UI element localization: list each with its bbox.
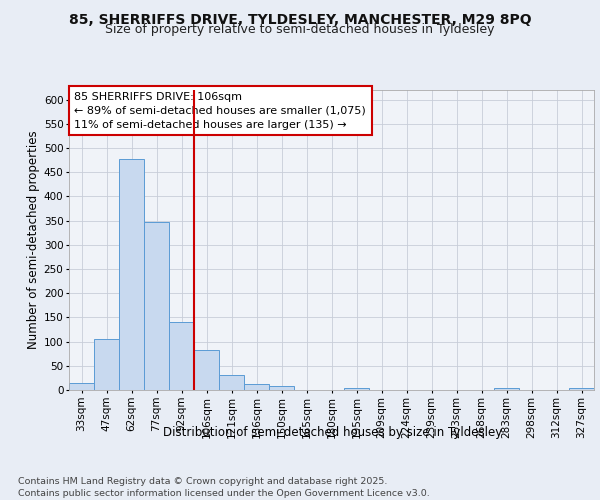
Bar <box>344 388 369 390</box>
Bar <box>494 388 519 390</box>
Bar <box>169 322 194 390</box>
Text: Contains HM Land Registry data © Crown copyright and database right 2025.
Contai: Contains HM Land Registry data © Crown c… <box>18 476 430 498</box>
Bar <box>94 339 119 390</box>
Text: 85 SHERRIFFS DRIVE: 106sqm
← 89% of semi-detached houses are smaller (1,075)
11%: 85 SHERRIFFS DRIVE: 106sqm ← 89% of semi… <box>74 92 366 130</box>
Bar <box>244 384 269 390</box>
Bar <box>69 382 94 390</box>
Text: Size of property relative to semi-detached houses in Tyldesley: Size of property relative to semi-detach… <box>105 22 495 36</box>
Bar <box>569 388 594 390</box>
Bar <box>269 386 294 390</box>
Bar <box>194 350 219 390</box>
Bar <box>144 222 169 390</box>
Y-axis label: Number of semi-detached properties: Number of semi-detached properties <box>26 130 40 350</box>
Bar <box>219 376 244 390</box>
Bar <box>119 158 144 390</box>
Text: Distribution of semi-detached houses by size in Tyldesley: Distribution of semi-detached houses by … <box>163 426 503 439</box>
Text: 85, SHERRIFFS DRIVE, TYLDESLEY, MANCHESTER, M29 8PQ: 85, SHERRIFFS DRIVE, TYLDESLEY, MANCHEST… <box>68 12 532 26</box>
